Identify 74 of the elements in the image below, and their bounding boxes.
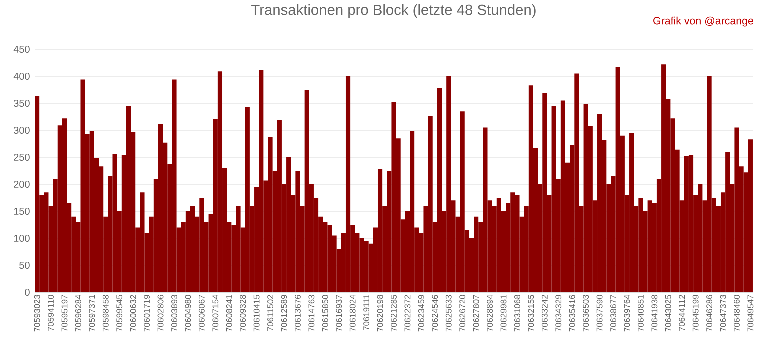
x-tick-label: 70595197 <box>62 294 68 332</box>
x-tick-label: 70627807 <box>473 294 480 332</box>
x-tick-label: 70632155 <box>528 294 534 332</box>
y-tick-label: 400 <box>14 72 30 80</box>
x-tick-label: 70635416 <box>569 294 576 332</box>
y-tick-label: 50 <box>20 262 30 269</box>
x-tick-label: 70606067 <box>198 294 205 332</box>
bar <box>346 76 351 292</box>
bar <box>62 118 68 292</box>
bar <box>218 71 223 292</box>
x-tick-label: 70623459 <box>418 294 424 332</box>
bar <box>190 206 196 292</box>
x-tick-label: 70597371 <box>89 294 96 332</box>
x-tick-label: 70622372 <box>404 294 411 332</box>
bar <box>688 155 694 292</box>
x-tick-label: 70643025 <box>665 294 672 332</box>
x-tick-label: 70610415 <box>254 294 260 332</box>
x-tick-label: 70649547 <box>748 294 754 332</box>
x-tick-label: 70646286 <box>706 294 713 332</box>
x-tick-label: 70596284 <box>75 294 82 332</box>
x-tick-label: 70612589 <box>281 294 288 332</box>
x-tick-label: 70601719 <box>144 294 150 332</box>
x-tick-label: 70638677 <box>610 294 616 332</box>
x-tick-label: 70637590 <box>596 294 603 332</box>
x-tick-label: 70613676 <box>294 294 301 332</box>
x-tick-label: 70607154 <box>212 294 219 332</box>
x-tick-label: 70628894 <box>487 294 494 332</box>
x-tick-label: 70611502 <box>268 294 274 331</box>
x-tick-label: 70624546 <box>432 294 438 332</box>
bar <box>158 124 164 292</box>
x-tick-label: 70631068 <box>514 294 520 332</box>
y-tick-label: 350 <box>14 100 30 107</box>
x-tick-label: 70644112 <box>679 294 686 331</box>
x-tick-label: 70594110 <box>48 294 54 331</box>
x-tick-label: 70604980 <box>185 294 192 332</box>
x-tick-label: 70626720 <box>460 294 466 332</box>
x-tick-label: 70645199 <box>692 294 699 332</box>
x-tick-label: 70640851 <box>638 294 644 332</box>
y-tick-label: 450 <box>14 46 30 53</box>
x-tick-label: 70616937 <box>336 294 342 332</box>
y-tick-label: 200 <box>14 180 30 188</box>
x-tick-label: 70618024 <box>350 294 356 332</box>
x-tick-label: 70593023 <box>34 294 40 332</box>
x-tick-label: 70614763 <box>308 294 315 332</box>
x-tick-label: 70608241 <box>226 294 232 332</box>
x-tick-label: 70647373 <box>720 294 726 332</box>
y-tick-label: 150 <box>14 208 30 215</box>
x-tick-label: 70633242 <box>542 294 548 332</box>
x-tick-label: 70599545 <box>116 294 123 332</box>
x-tick-label: 70615850 <box>322 294 328 332</box>
y-tick-label: 250 <box>14 154 30 161</box>
x-tick-label: 70634329 <box>556 294 562 332</box>
x-tick-label: 70648460 <box>734 294 740 332</box>
bar <box>378 169 383 292</box>
y-tick-label: 300 <box>14 126 30 134</box>
text: Grafik von @arcange <box>654 16 754 27</box>
chart-title: Transaktionen pro Block (letzte 48 Stunden) <box>252 4 536 18</box>
x-tick-label: 70639764 <box>624 294 630 332</box>
x-tick-label: 70602806 <box>158 294 164 332</box>
x-tick-label: 70603893 <box>172 294 178 332</box>
x-tick-label: 70625633 <box>446 294 452 332</box>
bar <box>126 106 132 292</box>
x-tick-label: 70619111 <box>364 294 370 330</box>
x-tick-label: 70636503 <box>583 294 590 332</box>
bar <box>437 88 442 292</box>
x-tick-label: 70598458 <box>102 294 109 332</box>
y-tick-label: 100 <box>14 234 30 242</box>
y-tick-label: 0 <box>25 288 30 296</box>
x-tick-label: 70620198 <box>377 294 384 332</box>
x-tick-label: 70629981 <box>500 294 507 332</box>
x-tick-label: 70609328 <box>240 294 246 332</box>
x-tick-label: 70641938 <box>652 294 658 332</box>
x-tick-label: 70621285 <box>391 294 397 332</box>
x-tick-label: 70600632 <box>130 294 136 332</box>
